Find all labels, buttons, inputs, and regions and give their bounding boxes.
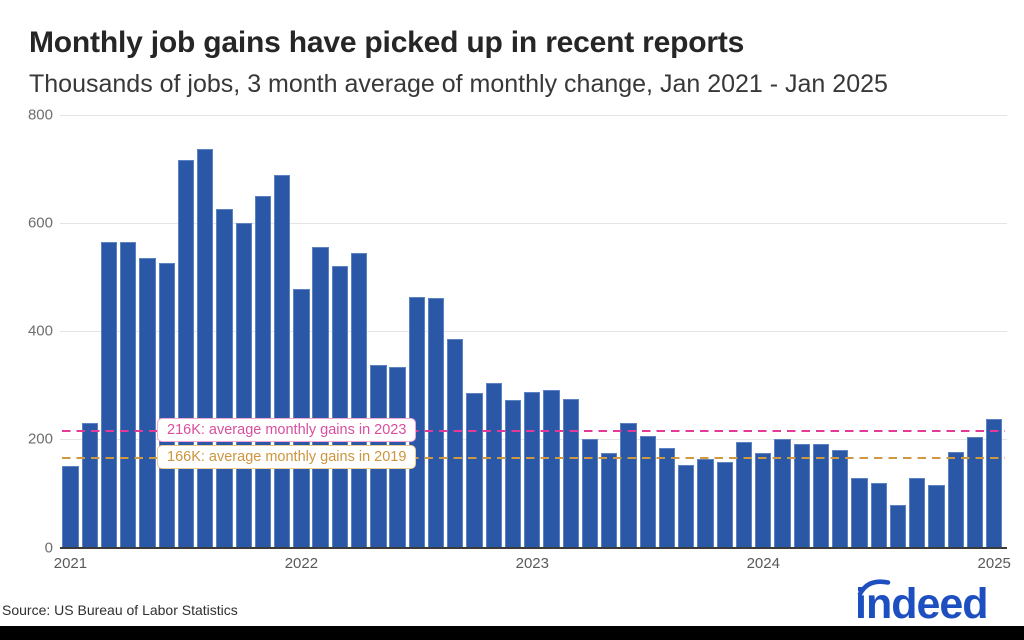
bar-dec-2022	[504, 400, 522, 548]
bar-jun-2023	[620, 422, 637, 548]
chart-title: Monthly job gains have picked up in rece…	[29, 26, 745, 59]
bar-sep-2022	[447, 339, 464, 548]
bar-oct-2024	[928, 485, 945, 548]
bar-jul-2021	[177, 160, 195, 548]
refline-2019-label: 166K: average monthly gains in 2019	[157, 445, 417, 470]
bar-feb-2024	[774, 438, 791, 548]
bar-mar-2023	[562, 398, 579, 548]
bar-sep-2021	[216, 208, 233, 548]
chart-subtitle: Thousands of jobs, 3 month average of mo…	[29, 70, 888, 98]
x-tick-label-2023: 2023	[515, 555, 549, 572]
bar-dec-2021	[273, 175, 291, 548]
bar-jan-2025	[986, 419, 1003, 548]
bar-nov-2021	[254, 195, 272, 548]
x-tick-label-2021: 2021	[53, 555, 88, 572]
bar-apr-2023	[581, 439, 599, 548]
refline-2023-average	[62, 429, 1005, 432]
bar-oct-2021	[235, 222, 252, 548]
refline-2019-average	[62, 456, 1005, 459]
bar-apr-2024	[812, 443, 830, 548]
bar-sep-2024	[909, 477, 926, 548]
bar-may-2023	[601, 453, 618, 548]
x-tick-label-2024: 2024	[746, 555, 780, 572]
gridline-800	[60, 115, 1007, 116]
bar-jul-2024	[870, 483, 887, 548]
bar-jan-2023	[524, 391, 541, 548]
logo-swoosh-icon	[857, 579, 891, 597]
indeed-logo-graphic: indeed	[855, 579, 989, 628]
y-tick-label-800: 800	[27, 106, 53, 124]
y-tick-label-400: 400	[27, 322, 53, 340]
bar-sep-2023	[678, 465, 695, 548]
bar-nov-2024	[947, 452, 964, 548]
x-tick-label-2022: 2022	[284, 555, 319, 572]
bar-oct-2022	[466, 392, 483, 548]
bottom-black-bar	[0, 626, 1024, 640]
gridline-400	[60, 331, 1007, 333]
bar-jan-2024	[755, 453, 772, 548]
bar-mar-2022	[331, 265, 349, 548]
bar-jun-2021	[158, 263, 175, 548]
bar-dec-2023	[735, 441, 753, 548]
bar-apr-2022	[350, 252, 368, 548]
bar-jun-2024	[851, 477, 868, 548]
x-axis-line	[60, 546, 1007, 549]
x-tick-label-2025: 2025	[977, 555, 1011, 572]
logo-wordmark: indeed	[855, 580, 988, 627]
bar-may-2024	[832, 449, 849, 548]
bar-mar-2021	[100, 242, 118, 548]
refline-2023-label: 216K: average monthly gains in 2023	[157, 418, 417, 443]
bar-feb-2021	[81, 422, 98, 548]
bar-apr-2021	[120, 242, 137, 548]
bar-feb-2023	[543, 390, 560, 548]
bar-nov-2022	[485, 383, 502, 548]
bar-feb-2022	[312, 247, 329, 548]
source-note: Source: US Bureau of Labor Statistics	[2, 602, 238, 618]
bar-mar-2024	[793, 443, 810, 548]
bar-oct-2023	[697, 458, 714, 548]
bar-dec-2024	[966, 437, 984, 548]
y-tick-label-600: 600	[27, 214, 53, 232]
bar-jul-2023	[639, 435, 656, 548]
bar-jan-2021	[62, 466, 79, 548]
bar-aug-2024	[889, 505, 907, 548]
bar-aug-2022	[427, 297, 445, 548]
bar-may-2021	[139, 257, 156, 548]
bar-nov-2023	[716, 461, 733, 548]
gridline-600	[60, 223, 1007, 225]
y-tick-label-200: 200	[27, 430, 53, 448]
bar-aug-2023	[658, 448, 676, 548]
indeed-logo: indeed	[853, 575, 1013, 628]
bar-aug-2021	[197, 149, 214, 548]
y-tick-label-0: 0	[44, 539, 53, 556]
